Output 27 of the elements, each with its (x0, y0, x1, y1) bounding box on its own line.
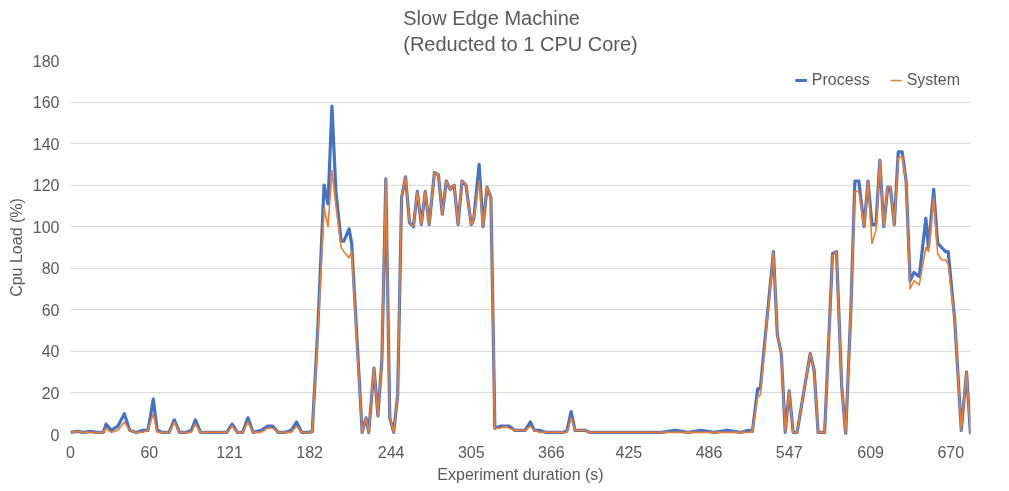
y-tick-label: 180 (32, 52, 60, 70)
x-axis-title: Experiment duration (s) (437, 465, 604, 483)
legend-label: Process (811, 71, 870, 89)
y-tick-label: 120 (32, 177, 60, 195)
x-tick-label: 60 (140, 443, 159, 461)
x-tick-label: 366 (538, 443, 565, 461)
y-tick-label: 140 (32, 135, 60, 153)
y-axis-title: Cpu Load (%) (7, 198, 25, 297)
y-tick-label: 0 (50, 426, 60, 444)
chart-title: Slow Edge Machine (Reducted to 1 CPU Core) (403, 7, 638, 56)
x-tick-label: 305 (457, 443, 485, 461)
x-tick-label: 244 (377, 443, 405, 461)
x-tick-label: 182 (296, 443, 324, 461)
x-tick-label: 486 (695, 443, 723, 461)
x-tick-label: 121 (216, 443, 243, 461)
x-tick-label: 425 (615, 443, 643, 461)
legend-label: System (906, 71, 960, 89)
y-tick-label: 100 (32, 218, 60, 236)
y-tick-label: 20 (41, 384, 60, 402)
y-tick-label: 160 (32, 94, 60, 112)
y-tick-label: 80 (41, 260, 60, 278)
x-tick-label: 670 (937, 443, 965, 461)
y-tick-label: 40 (41, 343, 60, 361)
y-tick-label: 60 (41, 301, 60, 319)
x-tick-label: 609 (857, 443, 885, 461)
x-tick-label: 547 (775, 443, 803, 461)
x-tick-label: 0 (66, 443, 76, 461)
